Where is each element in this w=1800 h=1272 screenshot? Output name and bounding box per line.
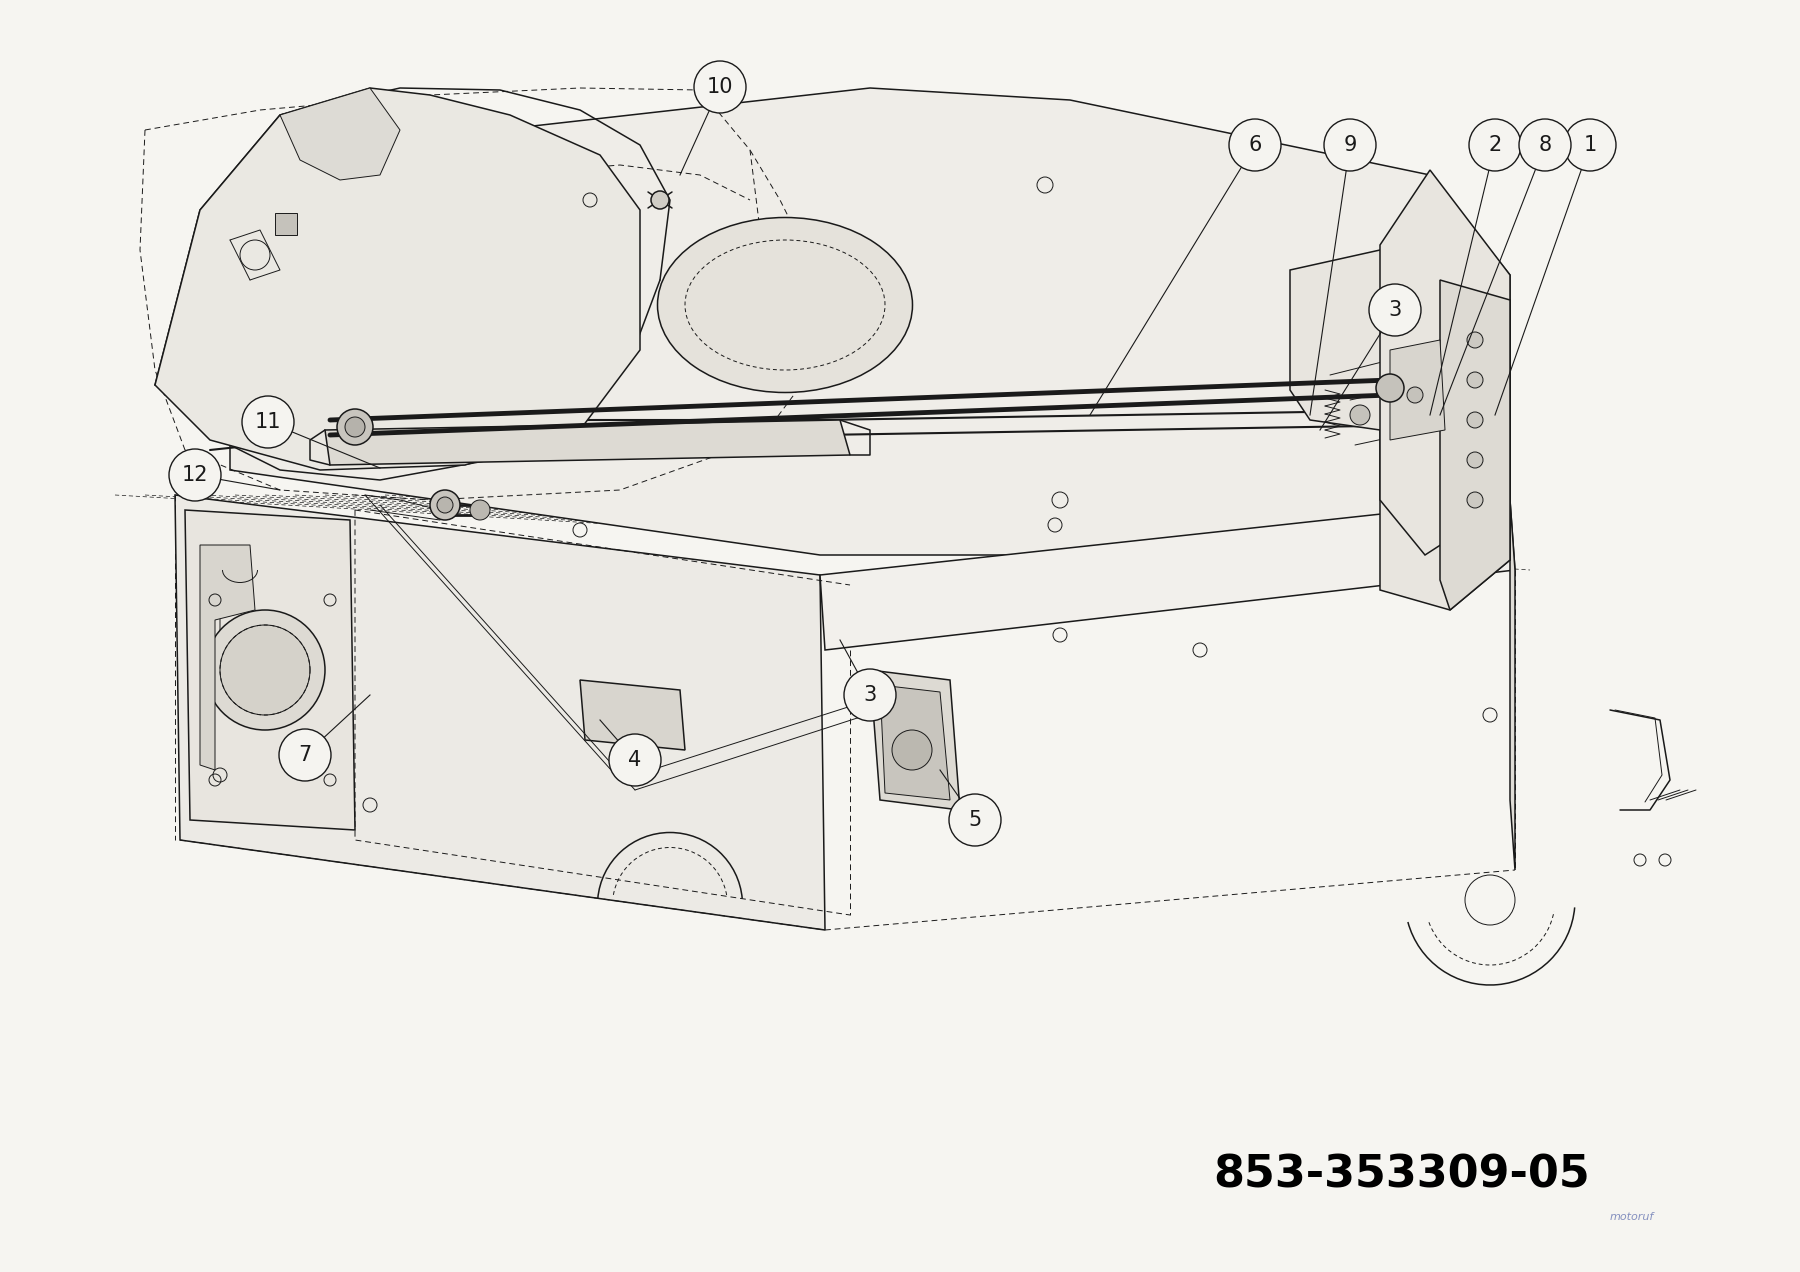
Circle shape	[695, 61, 745, 113]
Circle shape	[346, 417, 365, 438]
Text: 6: 6	[1249, 135, 1262, 155]
Bar	[275, 212, 297, 235]
Circle shape	[614, 738, 657, 782]
Circle shape	[844, 669, 896, 721]
Circle shape	[470, 500, 490, 520]
Circle shape	[1519, 120, 1571, 170]
Circle shape	[652, 191, 670, 209]
Polygon shape	[230, 150, 320, 380]
Text: 3: 3	[864, 686, 877, 705]
Polygon shape	[200, 544, 256, 770]
Circle shape	[608, 734, 661, 786]
Text: 1: 1	[1584, 135, 1597, 155]
Circle shape	[1375, 374, 1404, 402]
Polygon shape	[1390, 340, 1445, 440]
Text: 4: 4	[628, 750, 641, 770]
Text: 8: 8	[1539, 135, 1552, 155]
Circle shape	[205, 611, 326, 730]
Text: 853-353309-05: 853-353309-05	[1213, 1154, 1589, 1197]
Text: 9: 9	[1343, 135, 1357, 155]
Circle shape	[949, 794, 1001, 846]
Polygon shape	[880, 686, 950, 800]
Circle shape	[1467, 492, 1483, 508]
Circle shape	[437, 497, 454, 513]
Text: 11: 11	[256, 412, 281, 432]
Circle shape	[430, 490, 461, 520]
Polygon shape	[1440, 280, 1510, 611]
Text: 3: 3	[1388, 300, 1402, 321]
Polygon shape	[155, 88, 641, 469]
Circle shape	[1467, 452, 1483, 468]
Polygon shape	[185, 510, 355, 831]
Polygon shape	[281, 88, 400, 181]
Circle shape	[1467, 371, 1483, 388]
Polygon shape	[580, 681, 686, 750]
Circle shape	[1467, 332, 1483, 349]
Circle shape	[1408, 387, 1424, 403]
Circle shape	[621, 745, 650, 773]
Polygon shape	[1291, 251, 1510, 611]
Circle shape	[279, 729, 331, 781]
Circle shape	[1469, 120, 1521, 170]
Polygon shape	[869, 670, 959, 810]
Polygon shape	[326, 420, 850, 466]
Circle shape	[169, 449, 221, 501]
Polygon shape	[1381, 170, 1510, 555]
Polygon shape	[821, 500, 1516, 650]
Text: motoruf: motoruf	[1609, 1212, 1654, 1222]
Polygon shape	[175, 495, 824, 930]
Circle shape	[893, 730, 932, 770]
Ellipse shape	[657, 218, 913, 393]
Circle shape	[337, 410, 373, 445]
Text: 2: 2	[1489, 135, 1501, 155]
Text: 5: 5	[968, 810, 981, 831]
Circle shape	[1229, 120, 1282, 170]
Text: 10: 10	[707, 78, 733, 97]
Circle shape	[1350, 404, 1370, 425]
Circle shape	[1325, 120, 1375, 170]
Text: 7: 7	[299, 745, 311, 764]
Circle shape	[1467, 412, 1483, 427]
Text: 12: 12	[182, 466, 209, 485]
Circle shape	[220, 625, 310, 715]
Polygon shape	[230, 88, 1510, 555]
Circle shape	[1564, 120, 1616, 170]
Polygon shape	[1510, 500, 1516, 870]
Circle shape	[241, 396, 293, 448]
Circle shape	[1370, 284, 1420, 336]
